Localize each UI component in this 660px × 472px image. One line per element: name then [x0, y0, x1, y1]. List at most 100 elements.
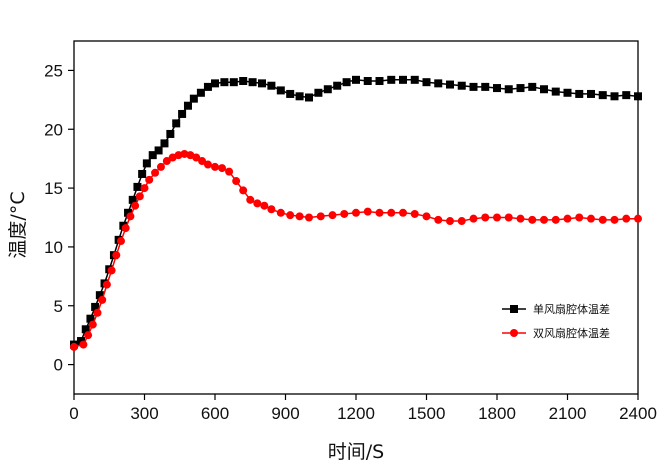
data-point	[192, 153, 201, 162]
data-point	[218, 164, 227, 173]
data-point	[323, 85, 332, 94]
data-point	[178, 109, 187, 118]
data-point	[86, 314, 95, 323]
data-point	[410, 209, 419, 218]
y-tick-label: 0	[54, 356, 63, 375]
data-point	[156, 162, 165, 171]
data-point	[220, 78, 229, 87]
y-tick-label: 20	[44, 120, 63, 139]
data-point	[93, 308, 102, 317]
legend-label-double-fan: 双风扇腔体温差	[533, 326, 610, 340]
data-point	[352, 75, 360, 84]
data-point	[540, 215, 548, 224]
data-point	[504, 213, 513, 222]
data-point	[225, 167, 234, 176]
data-point	[422, 212, 431, 221]
data-point	[410, 75, 419, 84]
x-tick-label: 2400	[619, 404, 657, 423]
data-point	[81, 325, 90, 334]
data-point	[211, 79, 219, 88]
data-point	[333, 81, 342, 90]
data-point	[340, 209, 349, 218]
data-point	[434, 79, 443, 88]
data-point	[316, 212, 325, 221]
data-point	[154, 146, 163, 155]
data-point	[610, 215, 619, 224]
data-point	[183, 101, 192, 110]
data-point	[375, 77, 384, 86]
data-point	[563, 88, 572, 97]
data-point	[422, 78, 431, 87]
x-tick-label: 0	[69, 404, 78, 423]
data-point	[610, 92, 619, 101]
data-point	[286, 211, 295, 220]
x-tick-label: 600	[201, 404, 229, 423]
data-point	[387, 208, 396, 217]
data-point	[363, 77, 372, 86]
legend-marker-single-fan	[510, 305, 518, 313]
data-point	[88, 320, 97, 329]
x-axis-title: 时间/S	[328, 441, 384, 463]
data-point	[387, 75, 396, 84]
data-point	[267, 205, 276, 214]
data-point	[481, 213, 490, 222]
data-point	[469, 82, 478, 91]
data-point	[634, 92, 642, 101]
data-point	[246, 195, 255, 204]
data-point	[131, 201, 140, 210]
data-point	[493, 84, 501, 93]
data-point	[166, 129, 175, 138]
data-point	[481, 82, 490, 91]
data-point	[587, 89, 595, 98]
data-point	[203, 82, 212, 91]
data-point	[84, 331, 93, 340]
series-2	[70, 149, 642, 351]
data-point	[203, 160, 212, 169]
data-point	[239, 186, 248, 195]
data-point	[133, 182, 142, 191]
data-point	[551, 87, 560, 96]
data-point	[260, 201, 269, 210]
y-tick-label: 15	[44, 179, 63, 198]
data-point	[126, 212, 135, 221]
data-point	[267, 81, 276, 90]
legend-marker-double-fan	[510, 329, 518, 337]
legend: 单风扇腔体温差 双风扇腔体温差	[502, 302, 610, 340]
data-point	[142, 159, 151, 168]
data-point	[112, 251, 121, 260]
legend-label-single-fan: 单风扇腔体温差	[533, 302, 610, 316]
series-line	[73, 153, 638, 348]
series-layer	[70, 75, 642, 351]
data-point	[446, 217, 454, 226]
data-point	[138, 169, 147, 178]
data-point	[95, 291, 104, 300]
data-point	[189, 94, 198, 103]
data-point	[172, 119, 181, 128]
data-point	[540, 85, 548, 94]
data-point	[598, 215, 607, 224]
x-tick-label: 300	[130, 404, 158, 423]
y-tick-label: 10	[44, 238, 63, 257]
data-point	[148, 151, 157, 160]
data-point	[77, 337, 86, 346]
data-point	[162, 157, 171, 166]
y-tick-label: 5	[54, 297, 63, 316]
data-point	[551, 215, 560, 224]
data-point	[276, 86, 285, 95]
y-axis-ticks: 0 5 10 15 20 25	[44, 61, 74, 375]
data-point	[295, 212, 304, 221]
data-point	[305, 93, 313, 102]
data-point	[229, 78, 238, 87]
data-point	[469, 214, 478, 223]
data-point	[328, 211, 337, 220]
data-point	[352, 208, 360, 217]
data-point	[528, 215, 537, 224]
data-point	[198, 157, 207, 166]
x-tick-label: 2100	[549, 404, 587, 423]
data-point	[295, 92, 304, 101]
x-tick-label: 900	[271, 404, 299, 423]
data-point	[575, 213, 584, 222]
data-point	[151, 168, 160, 177]
data-point	[258, 79, 266, 88]
